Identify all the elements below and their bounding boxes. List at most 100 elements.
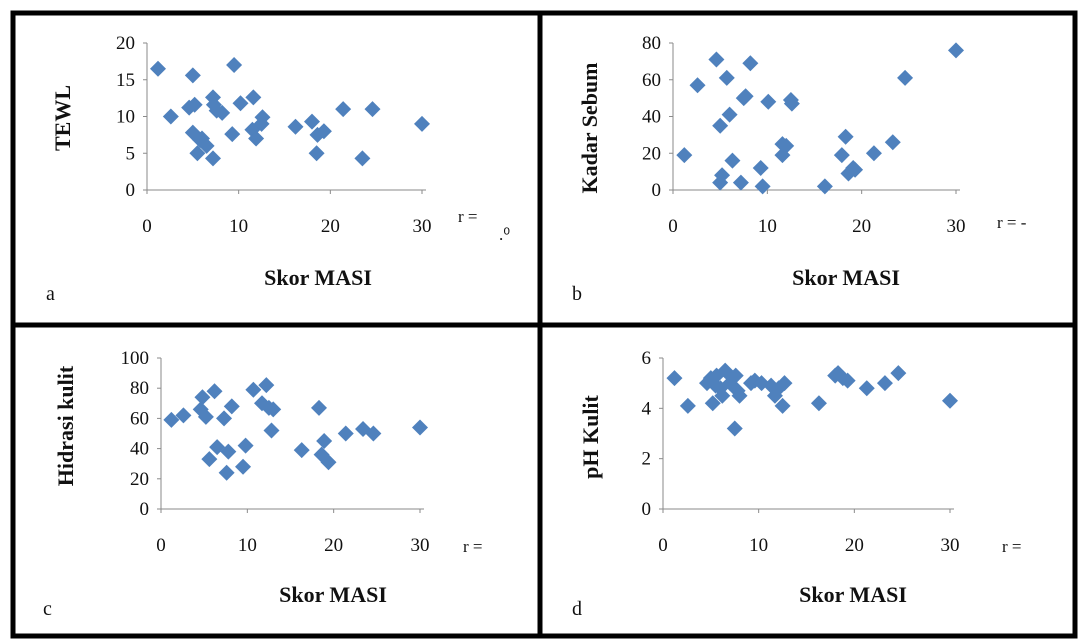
data-point [235,458,252,475]
data-point [175,407,192,424]
data-point [287,118,304,135]
data-point [948,42,964,59]
x-tick-label: 10 [229,216,248,237]
data-point [206,383,223,400]
y-tick-label: 20 [130,469,149,490]
data-point [414,115,430,132]
y-tick-label: 60 [642,70,661,91]
data-point [189,145,206,162]
data-point [676,147,693,164]
data-point [714,167,731,184]
data-point [254,109,271,126]
data-point [265,401,282,418]
data-point [205,150,221,167]
x-tick-label: 20 [324,535,343,556]
data-point [354,150,371,167]
data-point [320,454,337,471]
x-tick-label: 30 [411,535,430,556]
panel-frames [10,10,1078,639]
data-point [679,397,696,414]
y-axis-label: pH Kulit [578,394,603,478]
data-point [245,89,262,106]
y-tick-label: 2 [642,449,652,470]
data-point [226,57,243,74]
data-point [727,367,744,384]
x-axis-label: Skor MASI [792,265,900,290]
y-tick-label: 0 [126,180,136,201]
y-tick-label: 0 [140,499,150,520]
x-tick-label: 20 [321,216,340,237]
x-tick-label: 10 [758,216,777,237]
y-tick-label: 80 [642,33,661,54]
data-point [263,422,280,439]
data-point [218,464,235,481]
data-point [732,174,749,191]
x-tick-label: 30 [941,535,960,556]
panel-label: c [43,598,52,620]
data-point [184,67,201,84]
data-point [245,381,262,398]
data-point [858,380,875,397]
data-point [752,159,769,176]
data-point [198,137,215,154]
data-point [876,375,893,392]
y-tick-label: 6 [642,348,652,369]
chart-panel-c: 0 20 40 60 80 100 0 10 20 30 Hidrasi kulit Skor MAS… [43,348,483,620]
data-point [833,147,850,164]
data-point [220,443,237,460]
r-annotation: r = - [997,213,1027,232]
data-point [837,128,854,145]
x-tick-label: 10 [238,535,257,556]
chart-panel-d: 0 2 4 6 0 10 20 30 pH Kulit Skor MASI r = d [572,348,1022,620]
y-tick-label: 60 [130,408,149,429]
data-point [216,410,233,427]
x-tick-label: 0 [668,216,678,237]
x-tick-label: 20 [845,535,864,556]
data-point [865,145,882,162]
x-tick-label: 10 [749,535,768,556]
data-point [718,69,735,86]
x-axis-label: Skor MASI [799,582,907,607]
data-point [197,408,214,425]
data-point [201,451,218,468]
data-point [839,372,856,389]
y-tick-label: 40 [130,439,149,460]
panel-label: d [572,598,582,620]
data-point [162,108,179,125]
x-tick-label: 20 [852,216,871,237]
data-point [810,395,827,412]
data-point [721,106,738,123]
data-point [186,96,203,113]
y-tick-label: 20 [642,143,661,164]
data-point [890,365,907,382]
data-point [778,137,795,154]
y-tick-label: 40 [642,107,661,128]
y-tick-label: 10 [116,107,135,128]
data-point [897,69,914,86]
data-point [232,95,249,112]
data-point [776,375,793,392]
data-point [712,117,729,134]
chart-panel-b: 0 20 40 60 80 0 10 20 30 Kadar Sebum Skor MASI r = … [572,33,1027,305]
y-tick-label: 15 [116,70,135,91]
data-point [223,398,240,415]
data-point [726,420,743,437]
data-point [335,101,352,118]
data-point [337,425,354,442]
data-point [942,392,958,409]
data-point [308,145,325,162]
panel-label: a [46,283,55,305]
r-annotation: r = [1002,537,1022,556]
data-point [194,389,211,406]
data-point [783,95,800,112]
x-axis-label: Skor MASI [279,582,387,607]
x-axis-label: Skor MASI [264,265,372,290]
chart-panel-a: 0 5 10 15 20 0 10 20 30 TEWL Skor MASI r = .⁰ a [46,33,510,305]
data-point [714,387,731,404]
data-point [304,113,320,130]
data-point [816,178,833,195]
r-annotation: r = [463,537,483,556]
y-tick-label: 4 [642,398,652,419]
data-point [884,134,901,151]
data-point [737,88,754,105]
